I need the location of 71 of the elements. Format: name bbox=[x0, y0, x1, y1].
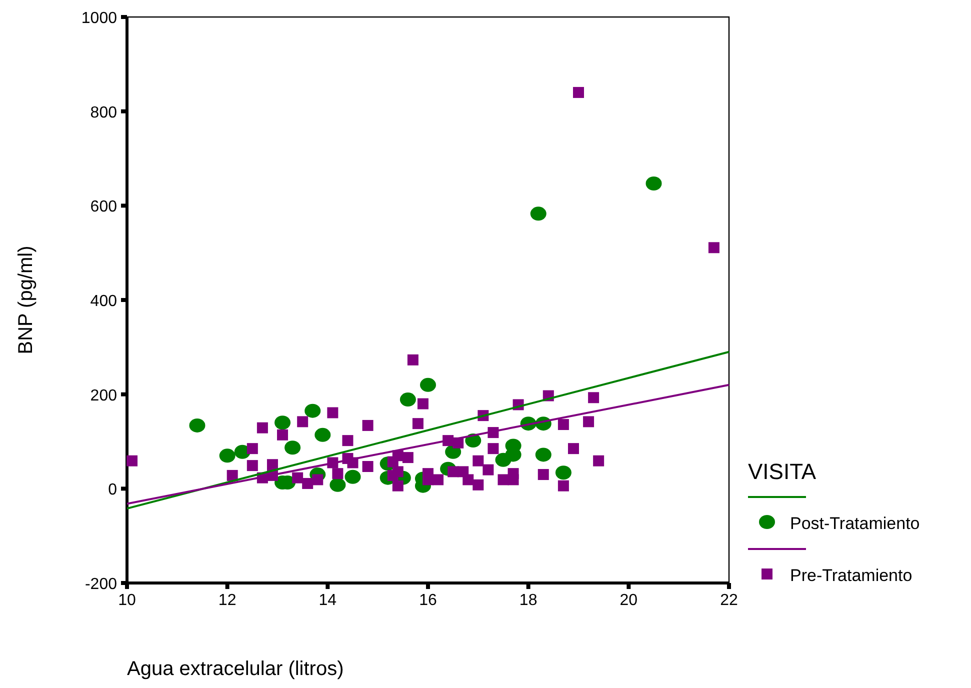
point bbox=[256, 422, 268, 434]
y-tick-label: 400 bbox=[90, 293, 118, 310]
point bbox=[327, 407, 338, 418]
point bbox=[417, 398, 428, 410]
point bbox=[498, 474, 509, 486]
point bbox=[274, 416, 291, 430]
y-tick-label: -200 bbox=[84, 576, 118, 593]
point bbox=[472, 455, 484, 466]
legend-label: Pre-Tratamiento bbox=[790, 566, 912, 585]
point bbox=[583, 416, 594, 428]
y-axis-title: BNP (pg/ml) bbox=[15, 246, 37, 354]
point bbox=[284, 440, 301, 455]
x-tick-label: 16 bbox=[419, 592, 437, 609]
legend-title: VISITA bbox=[748, 459, 816, 484]
point bbox=[297, 416, 308, 428]
point bbox=[219, 448, 236, 463]
point bbox=[392, 466, 404, 478]
point bbox=[462, 474, 474, 486]
point bbox=[538, 469, 549, 480]
point bbox=[558, 480, 569, 492]
y-tick-label: 0 bbox=[108, 482, 118, 499]
point bbox=[530, 206, 546, 221]
point bbox=[362, 461, 374, 472]
point bbox=[412, 418, 424, 430]
point bbox=[535, 448, 552, 462]
point bbox=[246, 443, 258, 454]
y-tick-label: 600 bbox=[90, 198, 118, 216]
point bbox=[488, 443, 499, 454]
legend-label: Post-Tratamiento bbox=[790, 514, 920, 533]
point bbox=[568, 443, 579, 454]
x-tick-label: 18 bbox=[519, 592, 538, 609]
point bbox=[407, 354, 418, 366]
y-tick-label: 800 bbox=[90, 104, 118, 122]
point bbox=[573, 86, 584, 98]
point bbox=[555, 466, 572, 480]
point bbox=[482, 464, 494, 476]
x-tick-label: 20 bbox=[620, 592, 638, 609]
y-tick-label: 1000 bbox=[81, 10, 118, 27]
point bbox=[472, 479, 484, 490]
point bbox=[314, 428, 331, 442]
point bbox=[400, 392, 416, 407]
point bbox=[402, 452, 414, 464]
point bbox=[302, 478, 314, 489]
point bbox=[304, 404, 321, 418]
point bbox=[420, 378, 436, 392]
point bbox=[226, 470, 238, 481]
point bbox=[708, 242, 720, 254]
x-tick-label: 14 bbox=[318, 592, 337, 609]
point bbox=[332, 468, 344, 480]
point bbox=[593, 455, 604, 466]
point bbox=[646, 176, 662, 190]
point bbox=[246, 460, 258, 472]
point bbox=[126, 455, 138, 466]
point bbox=[362, 420, 374, 431]
point bbox=[330, 478, 346, 492]
point bbox=[432, 474, 444, 486]
point bbox=[392, 480, 404, 492]
point bbox=[292, 472, 304, 484]
point bbox=[189, 418, 206, 432]
point bbox=[558, 419, 569, 430]
x-axis-title: Agua extracelular (litros) bbox=[127, 658, 344, 680]
x-tick-label: 10 bbox=[118, 592, 136, 609]
y-tick-label: 200 bbox=[90, 387, 118, 404]
point bbox=[344, 470, 361, 484]
point bbox=[277, 429, 288, 440]
x-tick-label: 12 bbox=[218, 592, 236, 609]
point bbox=[266, 459, 278, 470]
point bbox=[312, 474, 324, 486]
point bbox=[588, 392, 600, 404]
x-tick-label: 22 bbox=[720, 592, 738, 609]
point bbox=[342, 435, 354, 446]
